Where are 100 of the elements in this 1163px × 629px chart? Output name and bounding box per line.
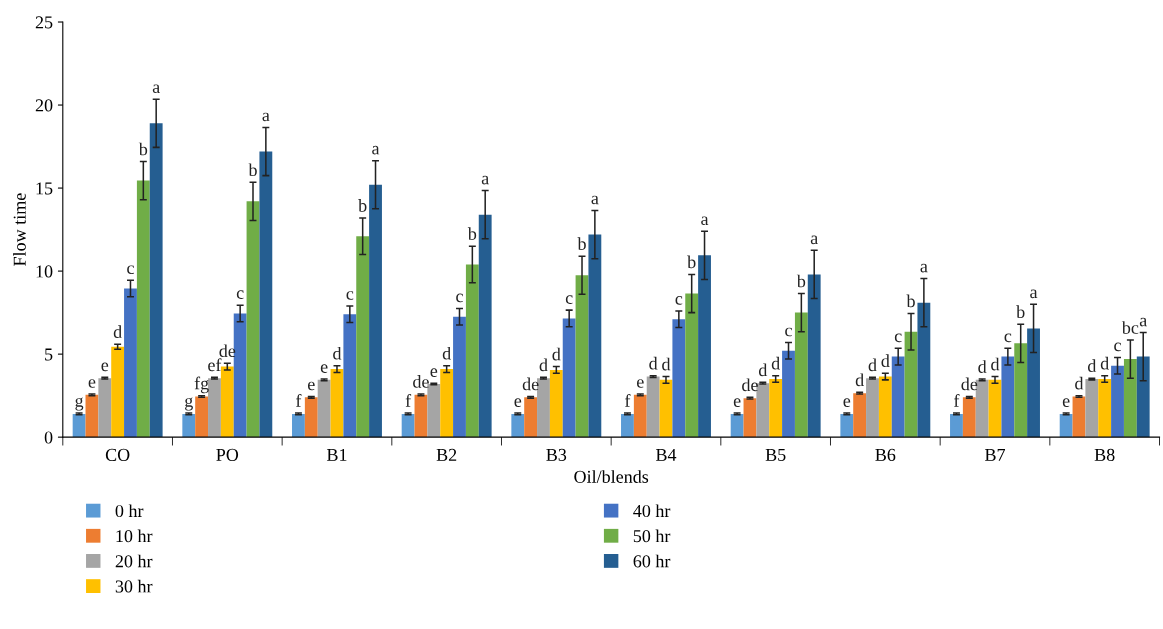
- bar: [549, 369, 563, 438]
- y-axis-title: Flow time: [13, 193, 26, 266]
- y-tick-label: 10: [36, 265, 53, 278]
- data-label: c: [127, 265, 134, 275]
- bar: [401, 413, 415, 438]
- data-label: e: [1062, 398, 1070, 407]
- data-label: d: [113, 325, 122, 339]
- data-label: a: [1030, 289, 1038, 299]
- data-label: e: [307, 381, 315, 391]
- legend-label: 40 hr: [633, 504, 671, 518]
- bar: [698, 255, 711, 438]
- bar: [562, 318, 576, 438]
- bar: [182, 413, 196, 438]
- bar: [478, 214, 492, 438]
- data-label: d: [552, 347, 561, 361]
- data-label: fg: [194, 376, 209, 394]
- bar: [1136, 356, 1150, 438]
- data-label: d: [978, 360, 987, 373]
- data-label: f: [405, 394, 412, 407]
- x-tick-label: B1: [326, 448, 347, 461]
- bar: [195, 396, 209, 438]
- data-label: f: [954, 394, 960, 407]
- bar: [465, 264, 479, 438]
- legend-label: 60 hr: [633, 554, 671, 568]
- data-label: e: [88, 379, 96, 388]
- x-tick-label: B7: [984, 448, 1006, 461]
- bar: [866, 378, 879, 438]
- data-label: c: [894, 333, 902, 343]
- bar: [85, 394, 99, 438]
- data-label: c: [346, 291, 354, 300]
- data-label: d: [758, 363, 768, 377]
- bar: [524, 397, 538, 438]
- data-label: d: [881, 354, 890, 368]
- bar: [1085, 379, 1099, 438]
- data-label: e: [843, 398, 851, 407]
- data-label: a: [1139, 317, 1147, 327]
- bar: [962, 397, 976, 438]
- bar: [588, 234, 602, 438]
- data-label: b: [796, 274, 806, 288]
- data-label: b: [906, 294, 915, 308]
- data-label: bc: [1121, 321, 1139, 334]
- bar: [840, 413, 854, 438]
- data-label: c: [1114, 342, 1121, 352]
- y-tick-label: 15: [36, 182, 53, 195]
- bar: [621, 413, 634, 438]
- bar: [98, 378, 112, 438]
- data-label: c: [785, 327, 792, 337]
- data-label: ef: [208, 358, 222, 372]
- data-label: a: [262, 112, 270, 122]
- data-label: b: [248, 163, 257, 177]
- data-label: a: [591, 195, 599, 205]
- data-label: d: [771, 356, 780, 370]
- data-label: c: [565, 295, 573, 304]
- data-label: de: [522, 377, 539, 391]
- bar: [369, 184, 382, 438]
- data-label: b: [358, 199, 367, 212]
- bar: [794, 312, 808, 438]
- x-axis-title: Oil/blends: [574, 470, 649, 483]
- x-tick-label: B8: [1094, 448, 1115, 461]
- data-label: b: [467, 227, 477, 241]
- bar: [149, 123, 163, 438]
- data-label: d: [855, 373, 864, 387]
- x-tick-label: B3: [546, 448, 567, 461]
- x-tick-label: B6: [875, 448, 896, 461]
- data-label: c: [236, 290, 244, 299]
- bar: [233, 313, 247, 438]
- data-label: d: [442, 346, 451, 360]
- data-label: e: [430, 368, 438, 378]
- bar: [220, 366, 234, 438]
- bar: [414, 394, 428, 438]
- bar: [246, 201, 260, 438]
- data-label: de: [413, 375, 429, 388]
- bar: [1001, 356, 1015, 438]
- bar: [356, 236, 370, 438]
- x-tick-label: B2: [436, 448, 457, 461]
- x-tick-label: B5: [765, 448, 786, 461]
- data-label: d: [333, 346, 342, 360]
- bar: [730, 413, 744, 438]
- legend-label: 10 hr: [116, 529, 153, 543]
- legend-label: 20 hr: [115, 554, 153, 568]
- bar: [904, 331, 918, 438]
- bar: [72, 413, 86, 438]
- legend-label: 30 hr: [115, 579, 153, 593]
- data-label: f: [295, 394, 302, 407]
- data-label: c: [1004, 333, 1012, 343]
- data-label: d: [539, 358, 548, 372]
- bar: [807, 274, 821, 438]
- y-tick-label: 0: [44, 431, 53, 444]
- bar: [1014, 343, 1028, 438]
- legend-label: 0 hr: [115, 504, 144, 518]
- bar: [111, 346, 125, 438]
- data-label: d: [868, 358, 877, 372]
- data-label: a: [920, 263, 928, 273]
- bar: [646, 376, 660, 438]
- data-label: d: [1075, 376, 1084, 390]
- bar: [453, 316, 466, 438]
- bar: [304, 397, 318, 438]
- bar: [988, 379, 1002, 438]
- bar: [330, 369, 344, 438]
- data-label: de: [961, 377, 978, 391]
